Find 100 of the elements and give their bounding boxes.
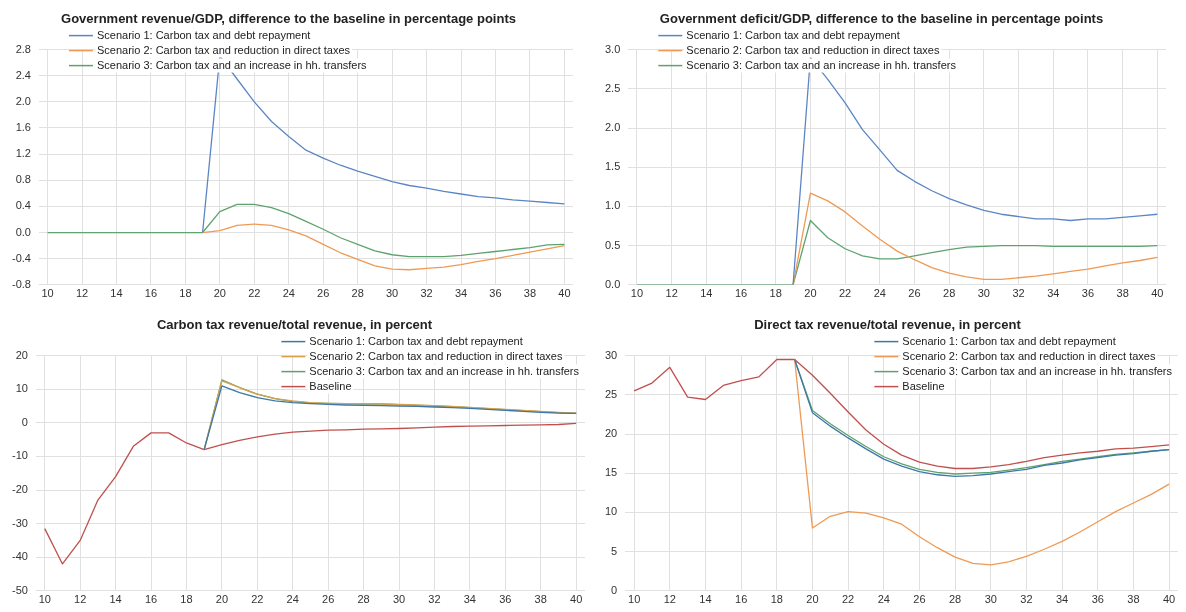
x-tick-label: 16	[734, 287, 748, 300]
y-tick-label: 0.0	[604, 277, 621, 290]
x-tick-label: 36	[1081, 287, 1095, 300]
x-tick-label: 38	[1127, 593, 1140, 606]
x-tick-label: 26	[908, 287, 921, 300]
chart-title: Carbon tax revenue/total revenue, in percent	[156, 317, 433, 333]
x-tick-label: 34	[454, 287, 468, 300]
x-tick-label: 26	[322, 593, 335, 606]
x-tick-label: 30	[385, 287, 399, 300]
y-tick-label: 5	[611, 544, 618, 557]
x-tick-label: 18	[179, 287, 192, 300]
y-tick-label: -20	[11, 483, 28, 496]
y-tick-label: 20	[604, 427, 618, 440]
x-tick-label: 28	[948, 593, 962, 606]
x-tick-label: 30	[977, 287, 990, 300]
y-tick-label: 15	[604, 466, 618, 479]
y-tick-label: 1.6	[15, 121, 31, 134]
y-tick-label: 0.8	[15, 173, 31, 186]
y-tick-label: -30	[11, 516, 28, 529]
x-tick-label: 18	[770, 593, 783, 606]
y-tick-label: 2.5	[604, 81, 621, 94]
y-tick-label: 0.5	[604, 238, 621, 251]
y-tick-label: 2.0	[15, 94, 31, 107]
x-tick-label: 26	[913, 593, 926, 606]
x-tick-label: 12	[74, 593, 87, 606]
x-tick-label: 24	[873, 287, 886, 300]
x-tick-label: 32	[1020, 593, 1033, 606]
legend-label: Baseline	[902, 379, 945, 392]
y-tick-label: -0.8	[11, 277, 31, 290]
x-tick-label: 20	[804, 287, 817, 300]
y-tick-label: -40	[11, 550, 28, 563]
legend-label: Scenario 2: Carbon tax and reduction in direct taxes	[686, 43, 940, 56]
x-tick-label: 32	[1012, 287, 1025, 300]
x-tick-label: 22	[838, 287, 852, 300]
x-tick-label: 10	[630, 287, 644, 300]
y-tick-label: 25	[604, 387, 618, 400]
x-tick-label: 12	[75, 287, 89, 300]
y-tick-label: 2.4	[15, 68, 31, 81]
y-tick-label: 20	[15, 348, 28, 361]
legend-label: Scenario 2: Carbon tax and reduction in direct taxes	[902, 349, 1156, 362]
x-tick-label: 14	[109, 593, 122, 606]
x-tick-label: 34	[1055, 593, 1069, 606]
y-tick-label: -10	[11, 449, 28, 462]
y-tick-label: 3.0	[604, 42, 621, 55]
x-tick-label: 22	[251, 593, 264, 606]
x-tick-label: 24	[286, 593, 299, 606]
x-tick-label: 34	[463, 593, 476, 606]
y-tick-label: 1.2	[15, 147, 31, 160]
x-tick-label: 16	[735, 593, 748, 606]
x-tick-label: 12	[665, 287, 678, 300]
x-tick-label: 20	[213, 287, 226, 300]
y-tick-label: 0	[21, 415, 28, 428]
legend-label: Baseline	[309, 379, 352, 392]
x-tick-label: 32	[420, 287, 433, 300]
x-tick-label: 16	[144, 287, 158, 300]
x-tick-label: 24	[282, 287, 295, 300]
x-tick-label: 30	[392, 593, 406, 606]
y-tick-label: 0.0	[15, 225, 31, 238]
legend-label: Scenario 3: Carbon tax and an increase in hh. transfers	[686, 58, 957, 71]
y-tick-label: 2.8	[15, 42, 31, 55]
x-tick-label: 38	[523, 287, 537, 300]
x-tick-label: 40	[570, 593, 583, 606]
y-tick-label: 0.4	[15, 199, 31, 212]
legend-label: Scenario 1: Carbon tax and debt repayment	[686, 28, 900, 41]
y-tick-label: 1.5	[604, 160, 621, 173]
legend-label: Scenario 3: Carbon tax and an increase in hh. transfers	[309, 364, 580, 377]
x-tick-label: 30	[984, 593, 997, 606]
legend-label: Scenario 3: Carbon tax and an increase in hh. transfers	[96, 58, 368, 71]
legend-label: Scenario 1: Carbon tax and debt repayment	[309, 334, 523, 347]
legend-label: Scenario 2: Carbon tax and reduction in direct taxes	[96, 43, 351, 56]
x-tick-label: 14	[700, 287, 713, 300]
chart-title: Government deficit/GDP, difference to the baseline in percentage points	[659, 11, 1104, 27]
y-tick-label: -50	[11, 583, 28, 596]
legend-label: Scenario 2: Carbon tax and reduction in direct taxes	[309, 349, 563, 362]
x-tick-label: 34	[1047, 287, 1060, 300]
x-tick-label: 20	[215, 593, 229, 606]
x-tick-label: 28	[943, 287, 956, 300]
x-tick-label: 40	[1151, 287, 1164, 300]
x-tick-label: 36	[489, 287, 502, 300]
y-tick-label: 1.0	[604, 199, 621, 212]
x-tick-label: 22	[842, 593, 855, 606]
y-tick-label: 30	[604, 348, 618, 361]
y-tick-label: 0	[611, 583, 618, 596]
x-tick-label: 18	[180, 593, 193, 606]
y-tick-label: 2.0	[604, 121, 621, 134]
chart-title: Government revenue/GDP, difference to the baseline in percentage points	[61, 11, 516, 27]
x-tick-label: 40	[1162, 593, 1176, 606]
y-tick-label: -0.4	[11, 251, 31, 264]
y-tick-label: 10	[15, 382, 28, 395]
x-tick-label: 14	[110, 287, 123, 300]
y-tick-label: 10	[604, 505, 618, 518]
x-tick-label: 40	[558, 287, 571, 300]
legend-label: Scenario 1: Carbon tax and debt repayment	[96, 28, 311, 41]
x-tick-label: 18	[769, 287, 782, 300]
x-tick-label: 16	[144, 593, 158, 606]
legend-label: Scenario 3: Carbon tax and an increase in hh. transfers	[902, 364, 1173, 377]
chart-title: Direct tax revenue/total revenue, in percent	[754, 317, 1022, 333]
x-tick-label: 38	[1116, 287, 1129, 300]
x-tick-label: 36	[1091, 593, 1104, 606]
x-tick-label: 14	[699, 593, 712, 606]
